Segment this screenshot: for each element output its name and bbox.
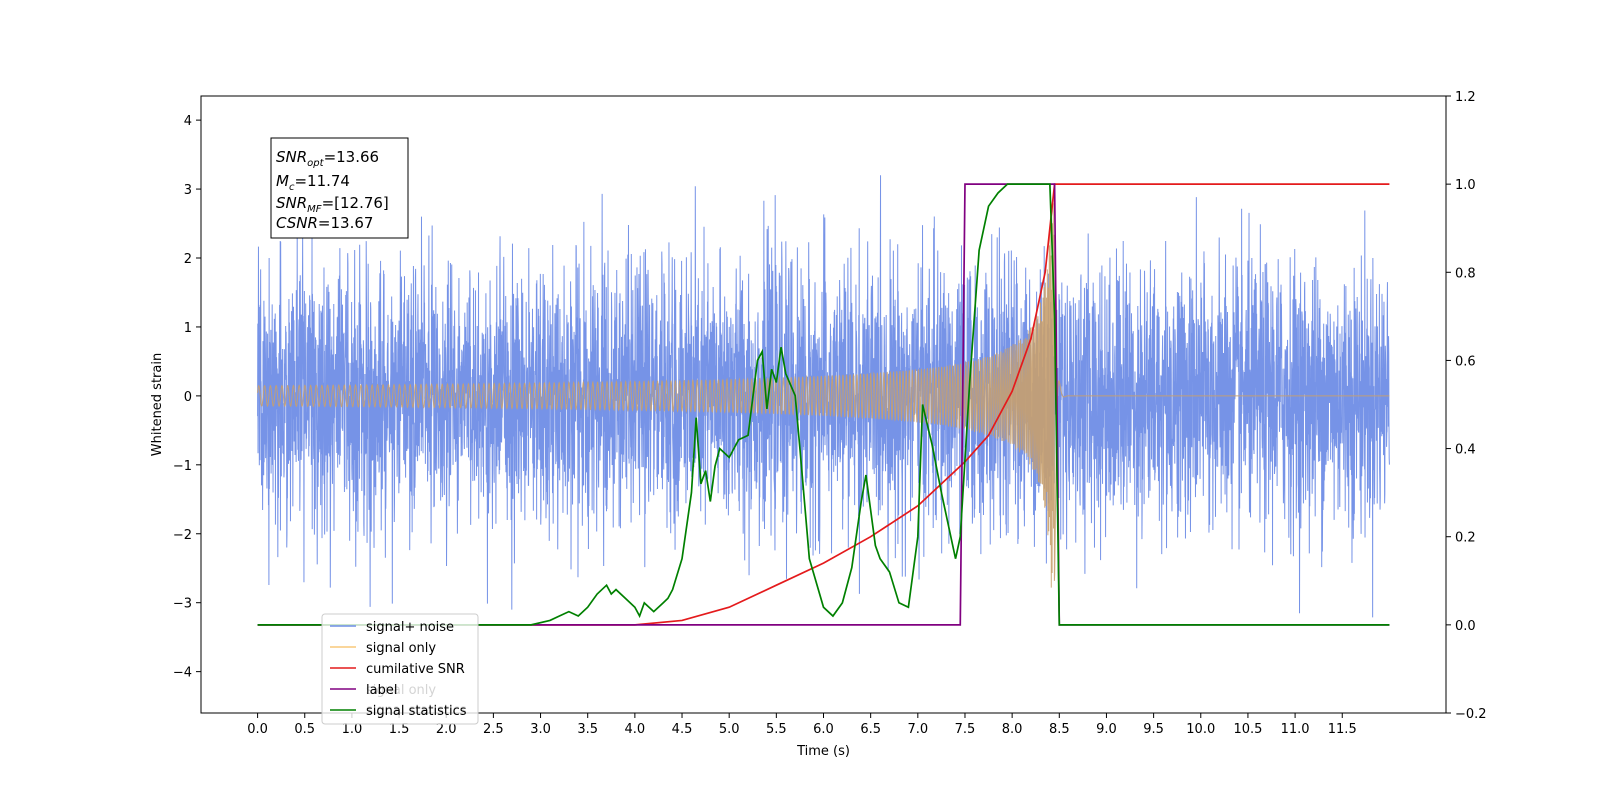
x-tick-label: 2.5 — [483, 722, 504, 737]
annotation-frame — [270, 137, 409, 239]
y-tick-label: 4 — [184, 114, 192, 129]
x-tick-label: 8.5 — [1049, 722, 1070, 737]
x-axis-label: Time (s) — [796, 744, 850, 759]
series-signal-statistics — [257, 183, 1390, 626]
y-tick-label: −1 — [173, 459, 192, 474]
x-tick-label: 2.0 — [436, 722, 457, 737]
y2-tick-label: 1.2 — [1455, 90, 1476, 105]
x-tick-label: 7.0 — [907, 722, 928, 737]
x-tick-label: 6.0 — [813, 722, 834, 737]
legend-frame — [321, 613, 479, 725]
series-cumilative-snr — [257, 183, 1390, 626]
y2-tick-label: 1.0 — [1455, 178, 1476, 193]
y-tick-label: −3 — [173, 597, 192, 612]
y-tick-label: 1 — [184, 321, 192, 336]
x-tick-label: 0.0 — [247, 722, 268, 737]
ticks-layer: 0.0 0.5 1.0 1.5 2.0 2.5 3.0 3.5 4.0 4.5 5.0 5.5 6.0 6… — [173, 90, 1487, 737]
series-signal-only — [257, 203, 1390, 588]
annotation-snr-opt: SNRopt=13.66 — [276, 148, 379, 169]
legend-label-signal-statistics: signal statistics — [366, 704, 467, 719]
x-tick-label: 9.0 — [1096, 722, 1117, 737]
legend-label-cumilative-snr: cumilative SNR — [366, 662, 465, 677]
x-tick-label: 8.0 — [1002, 722, 1023, 737]
legend-label-signal-only: signal only — [366, 641, 436, 656]
annotation-csnr: CSNR=13.67 — [276, 214, 373, 232]
y2-tick-label: 0.2 — [1455, 531, 1476, 546]
annotation-mc: Mc=11.74 — [276, 172, 350, 193]
series-layer — [257, 175, 1390, 626]
x-tick-label: 10.0 — [1186, 722, 1215, 737]
y2-tick-label: 0.4 — [1455, 443, 1476, 458]
x-tick-label: 3.5 — [577, 722, 598, 737]
y-tick-label: −4 — [173, 666, 192, 681]
y2-tick-label: 0.6 — [1455, 354, 1476, 369]
x-tick-label: 1.5 — [389, 722, 410, 737]
legend-ghost-signal-only: signal only — [366, 683, 436, 698]
x-tick-label: 11.5 — [1328, 722, 1357, 737]
x-tick-label: 3.0 — [530, 722, 551, 737]
x-tick-label: 10.5 — [1233, 722, 1262, 737]
y-tick-label: 2 — [184, 252, 192, 267]
x-tick-label: 11.0 — [1281, 722, 1310, 737]
x-tick-label: 7.5 — [955, 722, 976, 737]
legend-label-signal-noise: signal+ noise — [366, 620, 454, 635]
annotation-box: SNRopt=13.66 Mc=11.74 SNRMF=[12.76] CSNR… — [270, 137, 409, 239]
x-tick-label: 9.5 — [1143, 722, 1164, 737]
x-tick-label: 6.5 — [860, 722, 881, 737]
legend-ghost-signal-statistics: signal statistics — [366, 703, 467, 718]
legend: signal only signal statistics signal+ no… — [321, 613, 479, 725]
x-tick-label: 5.5 — [766, 722, 787, 737]
x-tick-label: 4.0 — [625, 722, 646, 737]
y-tick-label: 0 — [184, 390, 192, 405]
x-tick-label: 5.0 — [719, 722, 740, 737]
y2-tick-label: 0.0 — [1455, 619, 1476, 634]
y2-tick-label: −0.2 — [1455, 707, 1487, 722]
x-tick-label: 4.5 — [672, 722, 693, 737]
y-axis-label: Whitened strain — [150, 353, 165, 456]
annotation-snr-mf: SNRMF=[12.76] — [276, 194, 389, 215]
y2-tick-label: 0.8 — [1455, 266, 1476, 281]
y-tick-label: −2 — [173, 528, 192, 543]
y-tick-label: 3 — [184, 183, 192, 198]
x-tick-label: 1.0 — [342, 722, 363, 737]
legend-label-label: label — [366, 683, 397, 698]
x-tick-label: 0.5 — [294, 722, 315, 737]
